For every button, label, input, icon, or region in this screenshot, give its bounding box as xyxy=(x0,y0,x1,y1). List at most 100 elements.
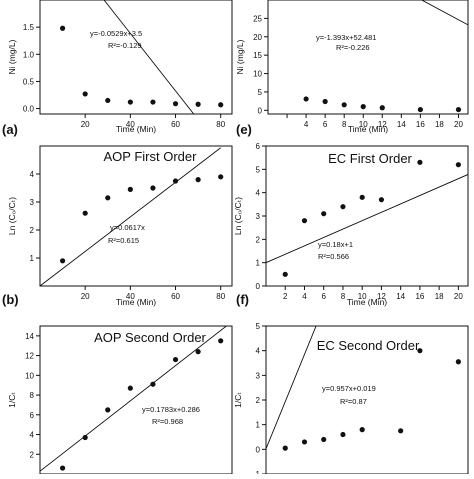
y-tick-label: 2 xyxy=(30,226,35,235)
plot-frame xyxy=(39,325,233,475)
data-point xyxy=(172,178,179,184)
y-tick-label: 6 xyxy=(30,411,35,420)
x-tick-label: 4 xyxy=(304,120,309,129)
y-tick-label: 8 xyxy=(30,391,35,400)
data-point xyxy=(195,177,201,183)
y-axis-label: Ln (C₀/Cₜ) xyxy=(233,197,243,235)
fit-line xyxy=(266,326,317,450)
data-point xyxy=(417,348,423,354)
y-axis-label: Ni (mg/L) xyxy=(235,39,245,74)
y-tick-label: 3 xyxy=(256,371,261,380)
y-tick-label: 1.0 xyxy=(23,50,35,59)
data-point xyxy=(127,385,133,391)
y-tick-label: 3 xyxy=(30,198,35,207)
data-point xyxy=(360,104,366,110)
panel-label: (e) xyxy=(236,122,252,137)
data-point xyxy=(105,195,111,201)
data-point xyxy=(218,102,224,108)
data-point xyxy=(82,434,88,441)
fit-r-squared: R²=-0.129 xyxy=(108,41,142,50)
y-tick-label: 0.5 xyxy=(23,77,35,86)
chart-title: EC Second Order xyxy=(317,338,420,353)
panel-label: (f) xyxy=(236,292,249,307)
data-point xyxy=(455,162,461,168)
x-tick-label: 6 xyxy=(321,292,326,301)
x-tick-label: 12 xyxy=(378,120,387,129)
data-point xyxy=(82,210,88,216)
y-axis-label: 1/Cₜ xyxy=(233,392,243,408)
x-tick-label: 60 xyxy=(171,120,180,129)
fit-line xyxy=(103,0,195,114)
y-tick-label: 5 xyxy=(256,165,261,174)
data-point xyxy=(398,428,404,434)
fit-equation: y=0.1783x+0.286 xyxy=(142,405,200,414)
data-point xyxy=(127,186,133,192)
y-tick-label: 1 xyxy=(30,254,35,263)
y-tick-label: 12 xyxy=(25,352,34,361)
data-point xyxy=(127,99,133,105)
x-tick-label: 60 xyxy=(171,292,180,301)
data-point xyxy=(303,96,309,102)
y-tick-label: 4 xyxy=(256,347,261,356)
y-tick-label: -1 xyxy=(253,470,261,474)
x-tick-label: 20 xyxy=(454,120,463,129)
fit-r-squared: R²=-0.226 xyxy=(336,43,370,52)
data-point xyxy=(359,194,365,200)
x-tick-label: 40 xyxy=(126,292,135,301)
x-tick-label: 16 xyxy=(415,292,424,301)
data-point xyxy=(340,204,346,210)
x-tick-label: 8 xyxy=(342,120,347,129)
x-axis-label: Time (Min) xyxy=(348,124,388,134)
data-point xyxy=(59,258,66,264)
x-tick-label: 18 xyxy=(435,120,444,129)
fit-equation: y=-1.393x+52.481 xyxy=(316,33,376,42)
fit-line xyxy=(266,174,468,264)
fit-equation: y=0.957x+0.019 xyxy=(322,384,376,393)
fit-equation: y=0.0617x xyxy=(110,223,145,232)
y-tick-label: 4 xyxy=(256,189,261,198)
data-point xyxy=(455,359,461,365)
y-tick-label: 0 xyxy=(256,445,261,454)
y-axis-label: 1/Cₜ xyxy=(7,392,17,408)
y-tick-label: 1 xyxy=(256,421,261,430)
x-tick-label: 18 xyxy=(435,292,444,301)
data-point xyxy=(322,98,328,105)
data-point xyxy=(82,91,88,97)
data-point xyxy=(195,101,201,107)
chart-title: EC First Order xyxy=(328,151,412,166)
fit-line xyxy=(420,0,468,26)
y-tick-label: 25 xyxy=(253,14,262,23)
chart-title: AOP Second Order xyxy=(94,330,206,345)
fit-equation: y=-0.0529x+3.5 xyxy=(90,29,142,38)
x-axis-label: Time (Min) xyxy=(116,124,156,134)
data-point xyxy=(379,105,385,111)
plot-frame xyxy=(267,0,469,115)
y-tick-label: 4 xyxy=(30,431,35,440)
data-point xyxy=(341,102,347,108)
plot-frame xyxy=(39,0,233,115)
y-tick-label: 0 xyxy=(258,106,263,115)
x-tick-label: 6 xyxy=(323,120,328,129)
x-tick-label: 12 xyxy=(377,292,386,301)
y-tick-label: 20 xyxy=(253,33,262,42)
y-tick-label: 10 xyxy=(253,70,262,79)
x-tick-label: 20 xyxy=(81,292,90,301)
data-point xyxy=(195,349,201,355)
y-tick-label: 2 xyxy=(30,450,35,459)
x-tick-label: 4 xyxy=(302,292,307,301)
y-axis-label: Ni (mg/L) xyxy=(7,39,17,74)
data-point xyxy=(172,101,179,107)
y-tick-label: 15 xyxy=(253,51,262,60)
x-tick-label: 20 xyxy=(454,292,463,301)
data-point xyxy=(417,106,423,113)
plot-frame xyxy=(265,145,469,287)
data-point xyxy=(105,407,111,413)
y-tick-label: 14 xyxy=(25,332,34,341)
data-point xyxy=(282,271,288,277)
data-point xyxy=(282,445,288,451)
data-point xyxy=(378,197,385,203)
y-tick-label: 6 xyxy=(256,142,261,151)
y-tick-label: 5 xyxy=(258,88,263,97)
chart-title: AOP First Order xyxy=(104,149,198,164)
